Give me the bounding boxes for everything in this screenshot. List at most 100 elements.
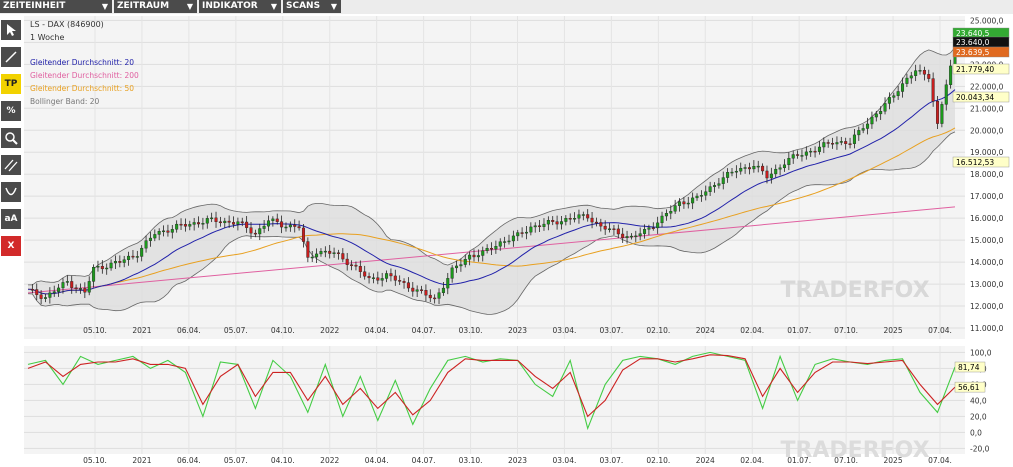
time-tick-label: 03.04. xyxy=(553,326,577,335)
candle-body xyxy=(363,271,367,277)
candles xyxy=(30,45,957,305)
candle-body xyxy=(468,254,472,260)
time-tick-label: 07.04. xyxy=(928,456,952,465)
candle-body xyxy=(564,218,568,222)
candle-body xyxy=(162,230,166,233)
candle-body xyxy=(787,157,791,166)
candle-body xyxy=(695,195,699,199)
candle-body xyxy=(813,150,817,153)
oscillator-tick-label: 100,0 xyxy=(970,348,992,357)
chevron-down-icon: ▼ xyxy=(330,2,337,11)
candle-body xyxy=(74,287,78,290)
candle-body xyxy=(546,220,550,225)
candle-body xyxy=(918,70,922,72)
watermark-osc: TRADERFOX xyxy=(780,438,929,463)
candle-body xyxy=(730,171,734,174)
candle-body xyxy=(148,237,152,241)
price-tick-label: 12.000,0 xyxy=(970,302,1004,311)
candle-body xyxy=(581,214,585,216)
zoom-tool[interactable] xyxy=(1,128,21,148)
menu-scans[interactable]: SCANS ▼ xyxy=(283,0,341,13)
candle-body xyxy=(205,218,209,224)
cursor-icon xyxy=(7,24,16,36)
curve-tool[interactable] xyxy=(1,182,21,202)
delete-tool[interactable]: X xyxy=(1,236,21,256)
time-tick-label: 03.10. xyxy=(459,326,483,335)
text-tool[interactable]: aA xyxy=(1,209,21,229)
oscillator-badge xyxy=(954,381,986,393)
candle-body xyxy=(686,202,690,205)
candle-body xyxy=(612,228,616,231)
candle-body xyxy=(253,232,257,235)
candle-body xyxy=(682,201,686,205)
candle-body xyxy=(651,227,655,229)
interval-label: 1 Woche xyxy=(30,33,64,42)
candle-body xyxy=(844,141,848,144)
candle-body xyxy=(629,235,633,238)
candle-body xyxy=(358,266,362,272)
parallel-lines-tool[interactable] xyxy=(1,155,21,175)
candle-body xyxy=(883,103,887,112)
candle-body xyxy=(520,232,524,234)
candle-body xyxy=(551,220,555,222)
candle-body xyxy=(931,78,935,102)
price-badge xyxy=(952,63,1010,75)
candle-body xyxy=(39,294,43,299)
oscillator-tick-label: 0,0 xyxy=(970,428,982,437)
oscillator-badge-label: 56,61 xyxy=(958,383,980,392)
candle-body xyxy=(800,155,804,157)
candle-body xyxy=(691,197,695,204)
percent-tool[interactable]: % xyxy=(1,101,21,121)
candle-body xyxy=(817,146,821,152)
time-tick-label: 04.07. xyxy=(412,456,436,465)
candle-body xyxy=(350,264,354,266)
candle-body xyxy=(765,170,769,179)
candle-body xyxy=(708,186,712,192)
candle-body xyxy=(643,229,647,234)
top-menu-bar: ZEITEINHEIT ▼ ZEITRAUM ▼ INDIKATOR ▼ SCANS ▼ xyxy=(0,0,1013,14)
candle-body xyxy=(498,241,502,247)
cursor-tool[interactable] xyxy=(1,20,21,40)
oscillator-tick-label: 20,0 xyxy=(970,412,987,421)
candle-body xyxy=(420,289,424,291)
candle-body xyxy=(65,281,69,283)
candle-body xyxy=(905,77,909,84)
tp-tool[interactable]: TP xyxy=(1,74,21,94)
line-tool[interactable] xyxy=(1,47,21,67)
candle-body xyxy=(223,220,227,224)
menu-zeitraum[interactable]: ZEITRAUM ▼ xyxy=(114,0,197,13)
time-tick-label: 2024 xyxy=(696,326,715,335)
menu-indikator[interactable]: INDIKATOR ▼ xyxy=(199,0,281,13)
candle-body xyxy=(135,256,139,258)
chart-legend: LS - DAX (846900) 1 Woche Gleitender Dur… xyxy=(30,20,139,106)
candle-body xyxy=(140,247,144,257)
time-tick-label: 2023 xyxy=(508,456,527,465)
legend-entry: Bollinger Band: 20 xyxy=(30,97,100,106)
candle-body xyxy=(734,170,738,173)
candle-body xyxy=(909,75,913,79)
candle-body xyxy=(105,267,109,270)
candle-body xyxy=(371,277,375,279)
time-tick-label: 04.10. xyxy=(271,326,295,335)
candle-body xyxy=(262,225,266,229)
candle-body xyxy=(490,248,494,250)
candle-body xyxy=(446,278,450,289)
menu-zeitraum-label: ZEITRAUM xyxy=(117,1,170,11)
candle-body xyxy=(616,228,620,235)
candle-body xyxy=(861,128,865,131)
candle-body xyxy=(380,278,384,281)
candle-body xyxy=(367,276,371,279)
candle-body xyxy=(472,254,476,258)
candle-body xyxy=(57,287,61,292)
tp-tool-label: TP xyxy=(4,79,18,89)
candle-body xyxy=(402,281,406,283)
candle-body xyxy=(398,280,402,282)
price-tick-label: 15.000,0 xyxy=(970,236,1004,245)
candle-body xyxy=(874,113,878,118)
candle-body xyxy=(892,95,896,98)
menu-zeiteinheit[interactable]: ZEITEINHEIT ▼ xyxy=(0,0,112,13)
ma50-line xyxy=(27,127,956,295)
bollinger-fill xyxy=(28,47,955,315)
candle-body xyxy=(839,141,843,143)
